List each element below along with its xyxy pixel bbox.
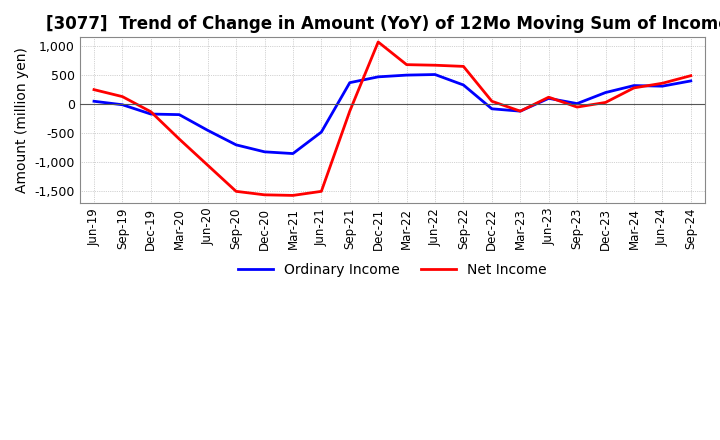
Ordinary Income bbox=[516, 109, 525, 114]
Y-axis label: Amount (million yen): Amount (million yen) bbox=[15, 47, 29, 193]
Net Income bbox=[601, 100, 610, 105]
Net Income bbox=[374, 39, 382, 44]
Ordinary Income bbox=[289, 151, 297, 156]
Ordinary Income bbox=[601, 90, 610, 95]
Ordinary Income bbox=[90, 99, 99, 104]
Ordinary Income bbox=[203, 128, 212, 133]
Net Income bbox=[346, 109, 354, 114]
Title: [3077]  Trend of Change in Amount (YoY) of 12Mo Moving Sum of Incomes: [3077] Trend of Change in Amount (YoY) o… bbox=[45, 15, 720, 33]
Net Income bbox=[629, 85, 638, 91]
Ordinary Income bbox=[146, 111, 155, 117]
Ordinary Income bbox=[175, 112, 184, 117]
Net Income bbox=[402, 62, 411, 67]
Ordinary Income bbox=[346, 80, 354, 85]
Net Income bbox=[658, 81, 667, 86]
Ordinary Income bbox=[402, 73, 411, 78]
Ordinary Income bbox=[260, 149, 269, 154]
Ordinary Income bbox=[487, 106, 496, 111]
Net Income bbox=[232, 189, 240, 194]
Ordinary Income bbox=[544, 96, 553, 101]
Line: Ordinary Income: Ordinary Income bbox=[94, 74, 690, 154]
Net Income bbox=[203, 162, 212, 168]
Ordinary Income bbox=[658, 84, 667, 89]
Ordinary Income bbox=[431, 72, 439, 77]
Ordinary Income bbox=[686, 78, 695, 84]
Ordinary Income bbox=[374, 74, 382, 80]
Line: Net Income: Net Income bbox=[94, 42, 690, 195]
Net Income bbox=[175, 136, 184, 142]
Ordinary Income bbox=[317, 129, 325, 135]
Ordinary Income bbox=[459, 82, 468, 88]
Net Income bbox=[317, 189, 325, 194]
Net Income bbox=[90, 87, 99, 92]
Legend: Ordinary Income, Net Income: Ordinary Income, Net Income bbox=[233, 257, 552, 282]
Ordinary Income bbox=[629, 83, 638, 88]
Net Income bbox=[431, 62, 439, 68]
Net Income bbox=[289, 193, 297, 198]
Net Income bbox=[146, 109, 155, 114]
Net Income bbox=[573, 104, 582, 110]
Net Income bbox=[516, 109, 525, 114]
Net Income bbox=[686, 73, 695, 78]
Ordinary Income bbox=[573, 101, 582, 106]
Net Income bbox=[487, 99, 496, 104]
Ordinary Income bbox=[232, 142, 240, 147]
Net Income bbox=[118, 94, 127, 99]
Net Income bbox=[544, 95, 553, 100]
Net Income bbox=[459, 64, 468, 69]
Net Income bbox=[260, 192, 269, 198]
Ordinary Income bbox=[118, 102, 127, 107]
